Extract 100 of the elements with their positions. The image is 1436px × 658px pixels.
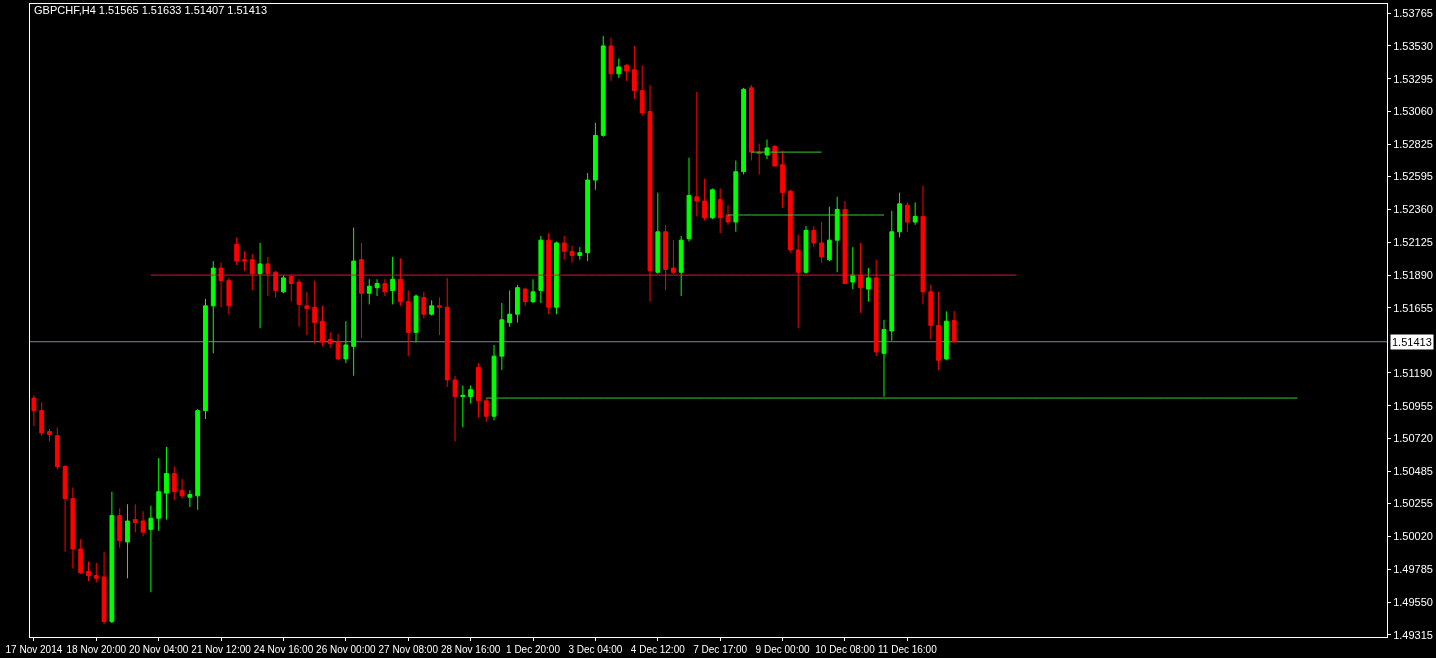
candlestick bbox=[476, 362, 481, 419]
candlestick bbox=[858, 242, 863, 314]
candlestick bbox=[826, 206, 832, 262]
candlestick bbox=[452, 375, 458, 442]
candlestick bbox=[374, 278, 380, 297]
candlestick bbox=[624, 63, 630, 82]
y-tick-label: 1.50255 bbox=[1393, 497, 1433, 510]
candlestick bbox=[639, 64, 645, 117]
candlestick bbox=[928, 284, 934, 340]
candlestick bbox=[491, 344, 497, 421]
candlestick bbox=[195, 408, 201, 511]
candlestick bbox=[702, 178, 708, 222]
candlestick bbox=[70, 486, 76, 570]
y-tick-label: 1.52825 bbox=[1393, 138, 1433, 151]
x-tick-label: 3 Dec 04:00 bbox=[568, 644, 623, 655]
candlestick bbox=[148, 505, 154, 593]
candlestick bbox=[943, 310, 949, 361]
candlestick bbox=[421, 291, 427, 319]
candlestick bbox=[951, 310, 957, 344]
candlestick bbox=[756, 143, 762, 175]
candlestick bbox=[335, 333, 341, 361]
candlestick bbox=[226, 277, 232, 315]
candlestick bbox=[351, 227, 357, 377]
candlestick bbox=[210, 260, 216, 354]
candlestick bbox=[554, 241, 559, 315]
candlestick bbox=[273, 270, 279, 298]
candlestick bbox=[717, 187, 723, 234]
y-tick-label: 1.50955 bbox=[1393, 399, 1433, 412]
ref-line-label: 1.51413 bbox=[1392, 336, 1432, 348]
y-tick-label: 1.52360 bbox=[1393, 203, 1433, 216]
candlestick bbox=[281, 274, 286, 294]
x-tick-label: 7 Dec 17:00 bbox=[693, 644, 748, 655]
candlestick bbox=[670, 239, 676, 275]
candlestick bbox=[889, 210, 895, 342]
candlestick bbox=[257, 242, 263, 329]
candlestick bbox=[593, 122, 598, 191]
candlestick bbox=[125, 503, 130, 579]
candlestick bbox=[881, 319, 887, 398]
candlestick bbox=[530, 278, 536, 304]
candlestick bbox=[632, 45, 637, 100]
candlestick bbox=[811, 225, 817, 248]
y-tick-label: 1.52125 bbox=[1393, 236, 1433, 249]
candlestick bbox=[546, 232, 552, 315]
candlestick bbox=[741, 87, 747, 175]
y-tick-label: 1.50720 bbox=[1393, 432, 1433, 445]
candlestick bbox=[171, 466, 177, 501]
candlestick bbox=[873, 259, 879, 357]
candlestick bbox=[897, 192, 902, 238]
y-tick-label: 1.51655 bbox=[1393, 301, 1433, 314]
x-tick-label: 24 Nov 16:00 bbox=[253, 644, 314, 655]
y-tick-label: 1.49550 bbox=[1393, 595, 1433, 608]
candlestick bbox=[678, 235, 684, 297]
candlestick bbox=[585, 172, 591, 262]
candlestick bbox=[709, 187, 715, 220]
candlestick bbox=[499, 302, 505, 371]
candlestick bbox=[787, 189, 793, 254]
candlestick bbox=[109, 491, 115, 624]
candlestick bbox=[663, 224, 669, 291]
candlestick bbox=[577, 246, 583, 261]
candlestick bbox=[31, 394, 37, 427]
x-tick-label: 18 Nov 20:00 bbox=[66, 644, 127, 655]
candlestick bbox=[413, 294, 419, 343]
candlestick bbox=[608, 37, 614, 82]
candlestick bbox=[515, 284, 520, 324]
candlestick bbox=[507, 289, 513, 328]
candlestick bbox=[468, 384, 474, 405]
candlestick bbox=[842, 200, 848, 284]
x-tick-label: 20 Nov 04:00 bbox=[128, 644, 189, 655]
candlestick bbox=[54, 426, 60, 470]
candlestick bbox=[733, 160, 739, 233]
candlestick bbox=[460, 384, 466, 428]
candlestick bbox=[117, 507, 123, 549]
y-tick-label: 1.49315 bbox=[1393, 628, 1433, 641]
candlestick bbox=[242, 250, 247, 272]
x-tick-label: 4 Dec 12:00 bbox=[630, 644, 686, 655]
y-tick-label: 1.50485 bbox=[1393, 465, 1433, 478]
candlestick bbox=[203, 298, 208, 420]
candlestick bbox=[538, 235, 544, 304]
chart-title: GBPCHF,H4 1.51565 1.51633 1.51407 1.51413 bbox=[34, 3, 268, 16]
candlestick bbox=[655, 192, 661, 275]
candlestick bbox=[912, 201, 918, 226]
y-tick-label: 1.53765 bbox=[1393, 6, 1433, 19]
candlestick bbox=[936, 291, 941, 371]
candlestick bbox=[834, 196, 840, 273]
candlestick bbox=[320, 305, 325, 347]
candlestick bbox=[249, 253, 255, 291]
candlestick bbox=[444, 277, 450, 388]
y-tick-label: 1.49785 bbox=[1393, 563, 1433, 576]
y-tick-label: 1.50020 bbox=[1393, 530, 1433, 543]
x-tick-label: 11 Dec 16:00 bbox=[877, 644, 938, 655]
candlestick bbox=[686, 157, 692, 243]
y-tick-label: 1.53295 bbox=[1393, 72, 1433, 85]
candlestick bbox=[647, 84, 653, 303]
candlestick bbox=[725, 204, 731, 226]
x-tick-label: 9 Dec 00:00 bbox=[755, 644, 810, 655]
candlestick bbox=[156, 457, 162, 532]
candlestick bbox=[904, 201, 910, 233]
candlestick bbox=[47, 428, 52, 442]
y-tick-label: 1.53530 bbox=[1393, 39, 1433, 52]
candlestick bbox=[39, 401, 45, 437]
